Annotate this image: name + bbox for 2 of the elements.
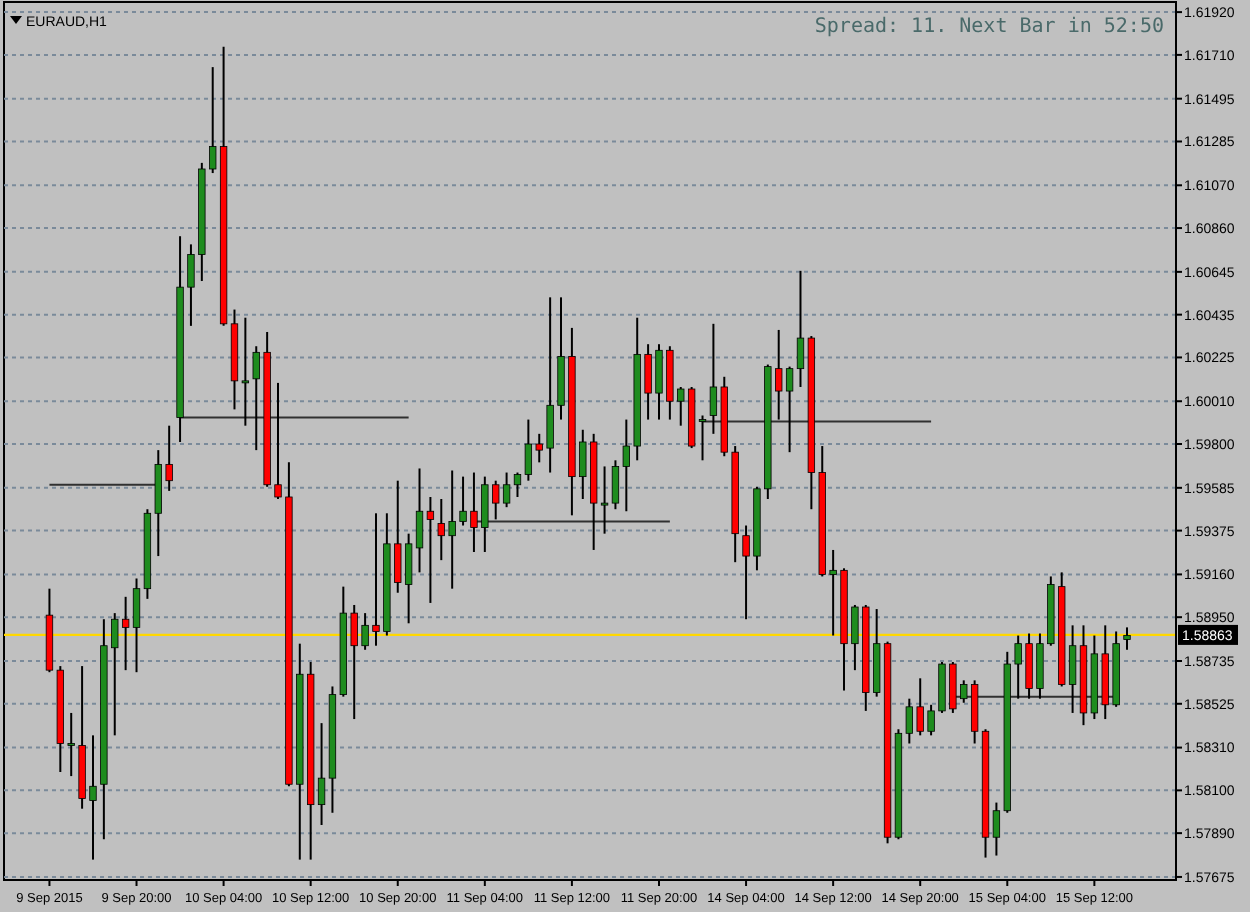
candlestick xyxy=(1123,626,1131,651)
annotation: Spread: 11. Next Bar in 52:50 xyxy=(814,16,1164,38)
